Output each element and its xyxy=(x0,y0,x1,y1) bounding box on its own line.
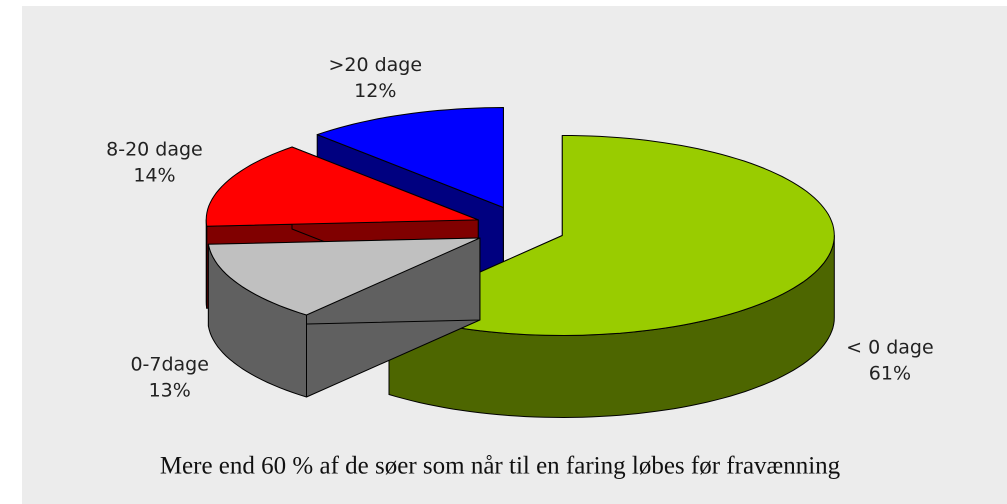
panel xyxy=(22,6,1007,504)
slice xyxy=(205,146,479,227)
slice-label: < 0 dage xyxy=(846,336,934,358)
value-label: 12% xyxy=(354,80,396,102)
slice-label: 0-7dage xyxy=(130,354,209,376)
caption: Mere end 60 % af de søer som når til en … xyxy=(160,453,841,480)
slice-label: >20 dage xyxy=(328,54,422,76)
slice xyxy=(388,135,835,336)
value-label: 13% xyxy=(149,380,191,402)
slice xyxy=(316,107,504,208)
value-label: 61% xyxy=(869,362,911,384)
value-label: 14% xyxy=(133,164,175,186)
slice-side xyxy=(205,219,208,309)
slice xyxy=(207,237,481,316)
slice-label: 8-20 dage xyxy=(106,138,203,160)
